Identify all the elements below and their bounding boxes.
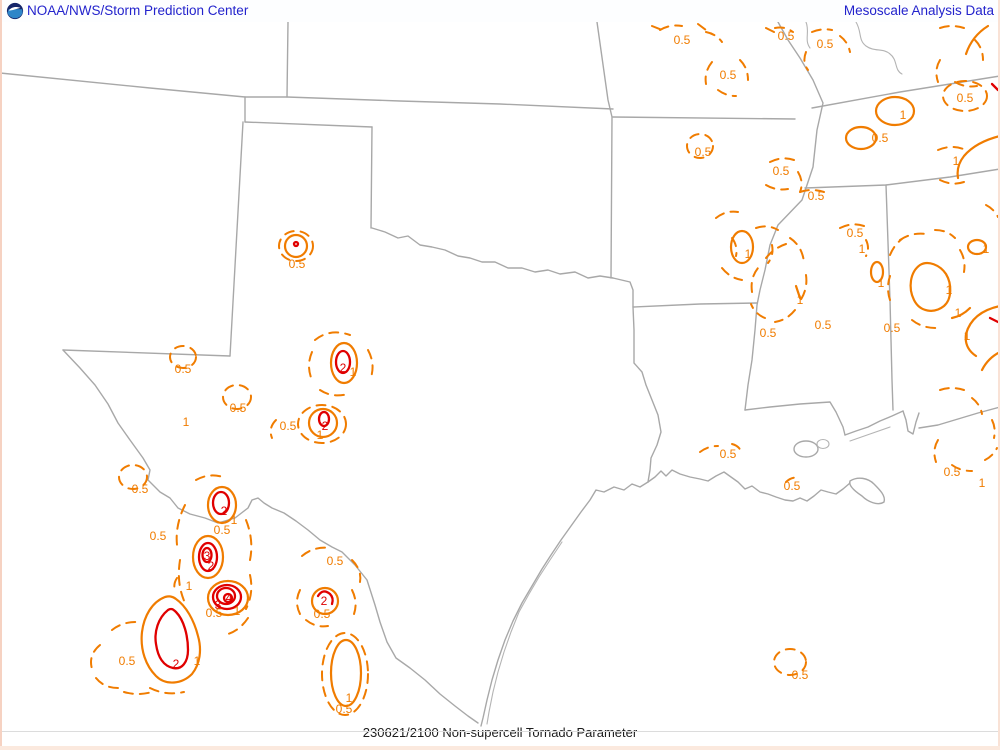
contours-dashed-05 (90, 23, 999, 716)
contour-label: 2 (321, 594, 328, 608)
contour-label: 3 (215, 598, 222, 612)
contour-label: 0.5 (230, 401, 247, 415)
contour-label: 1 (859, 242, 866, 256)
contour-label: 0.5 (808, 189, 825, 203)
contour-label: 1 (983, 242, 990, 256)
contour-label: 0.5 (884, 321, 901, 335)
page-frame-bottom (0, 746, 1000, 750)
contour-label: 0.5 (119, 654, 136, 668)
contour-label: 1 (234, 604, 241, 618)
contour-label: 1 (350, 365, 357, 379)
contour-label: 0.5 (778, 29, 795, 43)
contour-label: 2 (173, 657, 180, 671)
contour-label: 1 (183, 415, 190, 429)
contour-label: 0.5 (815, 318, 832, 332)
contour-label: 0.5 (872, 131, 889, 145)
contour-label: 0.5 (720, 68, 737, 82)
contours-red-high (154, 82, 1000, 670)
contour-label: 0.5 (720, 447, 737, 461)
contour-label: 4 (226, 591, 233, 605)
contour-label: 1 (964, 329, 971, 343)
contour-label: 0.5 (760, 326, 777, 340)
contour-label: 1 (953, 154, 960, 168)
map-bottom-edge (0, 731, 1000, 732)
contour-label: 0.5 (175, 362, 192, 376)
contour-label: 2 (322, 419, 329, 433)
gulf-coastline (480, 21, 1000, 727)
page-frame-right (998, 0, 1000, 750)
noaa-logo-icon (6, 2, 24, 20)
contour-label: 1 (346, 691, 353, 705)
contour-label: 0.5 (289, 257, 306, 271)
contour-label: 1 (900, 108, 907, 122)
contour-label: 2 (221, 504, 228, 518)
contour-label: 1 (797, 293, 804, 307)
contour-label: 0.5 (695, 145, 712, 159)
contour-label: 1 (186, 579, 193, 593)
contour-label: 0.5 (784, 479, 801, 493)
contour-label: 2 (340, 361, 347, 375)
contour-label: 0.5 (150, 529, 167, 543)
header-title: NOAA/NWS/Storm Prediction Center (27, 3, 249, 18)
contour-label: 1 (878, 276, 885, 290)
page-frame-left (0, 0, 2, 750)
contour-label: 0.5 (206, 606, 223, 620)
contour-label: 0.5 (327, 554, 344, 568)
contour-label: 0.5 (314, 607, 331, 621)
contour-label: 0.5 (944, 465, 961, 479)
contour-label: 1 (955, 306, 962, 320)
header-right-title: Mesoscale Analysis Data (843, 3, 994, 18)
contour-label: 0.5 (792, 668, 809, 682)
contours-solid-1 (140, 24, 1000, 708)
contour-label: 3 (204, 549, 211, 563)
contour-label: 0.5 (773, 164, 790, 178)
contour-label: 0.5 (957, 91, 974, 105)
header-bar: NOAA/NWS/Storm Prediction Center Mesosca… (0, 0, 1000, 22)
contour-label: 1 (979, 476, 986, 490)
contour-label: 0.5 (280, 419, 297, 433)
contour-label: 0.5 (336, 702, 353, 716)
contour-label: 0.5 (214, 523, 231, 537)
contour-label: 0.5 (817, 37, 834, 51)
contour-label: 1 (745, 247, 752, 261)
state-borders (0, 21, 1000, 724)
contour-label: 1 (231, 513, 238, 527)
map-caption: 230621/2100 Non-supercell Tornado Parame… (362, 725, 638, 740)
contour-label: 2 (208, 559, 215, 573)
contour-label: 0.5 (847, 226, 864, 240)
contour-label: 1 (946, 283, 953, 297)
contour-label: 0.5 (674, 33, 691, 47)
contour-label: 1 (194, 654, 201, 668)
contour-label: 1 (317, 428, 324, 442)
contour-label: 0.5 (132, 482, 149, 496)
